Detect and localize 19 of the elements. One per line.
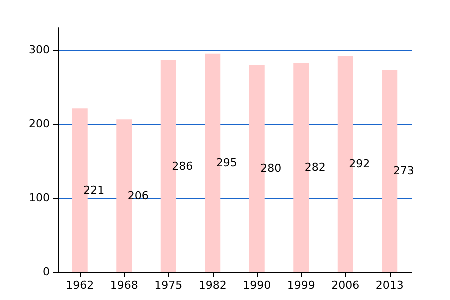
- data-label: 292: [349, 158, 370, 171]
- x-tick-label: 1975: [154, 279, 183, 292]
- x-tick-label: 1999: [287, 279, 316, 292]
- x-tick-label: 1968: [110, 279, 138, 292]
- data-label: 286: [172, 160, 194, 173]
- data-label: 282: [304, 161, 326, 174]
- x-tick-label: 2013: [376, 279, 404, 292]
- y-tick-label: 0: [43, 266, 50, 278]
- y-tick-label: 100: [29, 192, 50, 205]
- x-tick-label: 1982: [198, 279, 227, 292]
- x-tick-label: 2006: [332, 279, 360, 292]
- data-label: 280: [260, 162, 282, 175]
- data-label: 273: [393, 164, 414, 178]
- x-tick-label: 1990: [243, 279, 272, 292]
- y-tick-label: 200: [29, 118, 50, 131]
- y-tick-label: 300: [29, 44, 50, 57]
- data-label: 295: [216, 156, 238, 170]
- x-tick-label: 1962: [66, 279, 94, 292]
- data-label: 221: [84, 184, 105, 197]
